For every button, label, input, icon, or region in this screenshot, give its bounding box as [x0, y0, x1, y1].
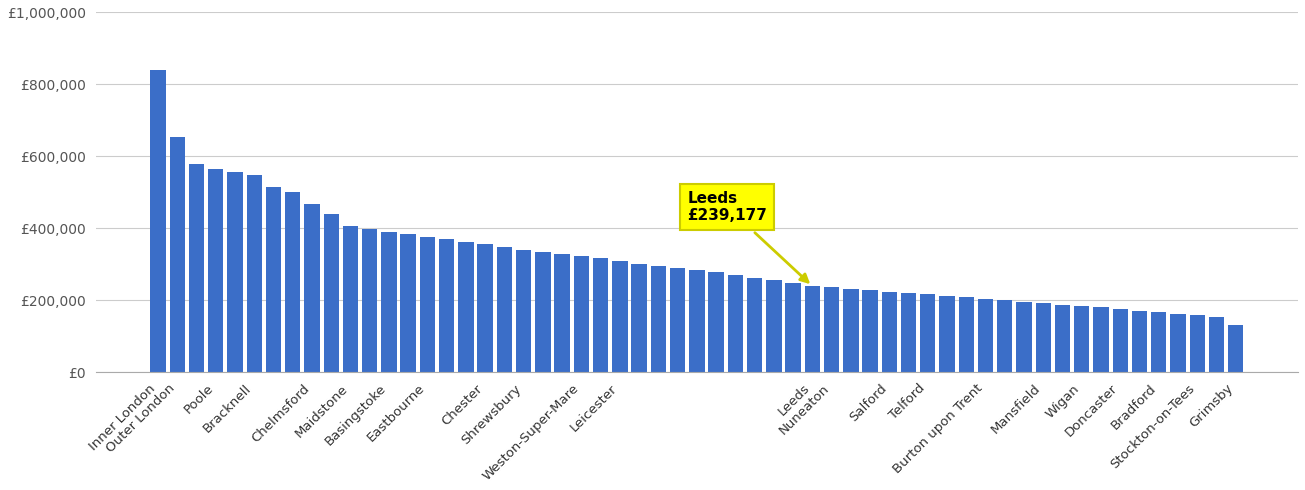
Bar: [361, 229, 377, 372]
Bar: [651, 266, 666, 372]
Bar: [401, 234, 416, 372]
Bar: [1094, 307, 1109, 372]
Bar: [786, 283, 801, 372]
Bar: [438, 239, 454, 372]
Bar: [746, 277, 762, 372]
Bar: [805, 286, 820, 372]
Bar: [1208, 317, 1224, 372]
Text: Leeds
£239,177: Leeds £239,177: [688, 191, 808, 282]
Bar: [709, 272, 724, 372]
Bar: [592, 258, 608, 372]
Bar: [959, 297, 974, 372]
Bar: [728, 275, 743, 372]
Bar: [150, 70, 166, 372]
Bar: [920, 294, 936, 372]
Bar: [207, 169, 223, 372]
Bar: [574, 256, 589, 372]
Bar: [458, 242, 474, 372]
Bar: [1054, 304, 1070, 372]
Bar: [343, 226, 358, 372]
Bar: [1017, 302, 1032, 372]
Bar: [266, 187, 281, 372]
Bar: [1113, 309, 1128, 372]
Bar: [478, 245, 493, 372]
Bar: [823, 287, 839, 372]
Bar: [189, 164, 204, 372]
Bar: [1228, 325, 1244, 372]
Bar: [515, 250, 531, 372]
Bar: [304, 204, 320, 372]
Bar: [1131, 311, 1147, 372]
Bar: [227, 172, 243, 372]
Bar: [555, 254, 570, 372]
Bar: [284, 192, 300, 372]
Bar: [170, 137, 185, 372]
Bar: [1151, 313, 1167, 372]
Bar: [766, 280, 782, 372]
Bar: [612, 261, 628, 372]
Bar: [1171, 314, 1186, 372]
Bar: [324, 214, 339, 372]
Bar: [1190, 315, 1205, 372]
Bar: [1074, 306, 1090, 372]
Bar: [669, 268, 685, 372]
Bar: [863, 290, 878, 372]
Bar: [940, 296, 955, 372]
Bar: [497, 247, 512, 372]
Bar: [535, 252, 551, 372]
Bar: [381, 232, 397, 372]
Bar: [997, 300, 1013, 372]
Bar: [900, 293, 916, 372]
Bar: [843, 289, 859, 372]
Bar: [882, 292, 897, 372]
Bar: [689, 270, 705, 372]
Bar: [977, 299, 993, 372]
Bar: [420, 237, 435, 372]
Bar: [247, 174, 262, 372]
Bar: [1036, 303, 1051, 372]
Bar: [632, 264, 647, 372]
